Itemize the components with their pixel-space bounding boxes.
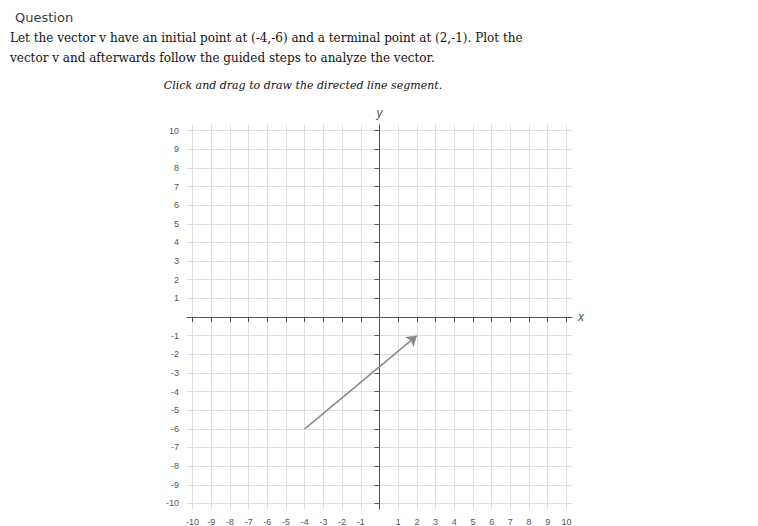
svg-text:-3: -3	[319, 517, 327, 526]
svg-text:1: 1	[396, 517, 401, 526]
svg-text:5: 5	[470, 517, 475, 526]
svg-text:5: 5	[174, 219, 179, 229]
svg-text:8: 8	[174, 163, 179, 173]
svg-text:-10: -10	[186, 517, 199, 526]
svg-text:-8: -8	[226, 517, 234, 526]
svg-text:6: 6	[489, 517, 494, 526]
svg-text:9: 9	[174, 144, 179, 154]
svg-text:Question: Question	[15, 10, 73, 25]
svg-text:7: 7	[174, 182, 179, 192]
svg-text:3: 3	[174, 256, 179, 266]
svg-text:9: 9	[545, 517, 550, 526]
svg-text:-9: -9	[171, 480, 179, 490]
svg-text:-6: -6	[171, 424, 179, 434]
svg-text:-1: -1	[357, 517, 365, 526]
svg-text:10: 10	[169, 126, 179, 136]
svg-text:6: 6	[174, 200, 179, 210]
svg-text:4: 4	[452, 517, 457, 526]
svg-text:-10: -10	[166, 498, 179, 508]
svg-text:2: 2	[414, 517, 419, 526]
svg-text:-7: -7	[245, 517, 253, 526]
svg-text:-2: -2	[338, 517, 346, 526]
svg-text:10: 10	[561, 517, 571, 526]
svg-text:-9: -9	[207, 517, 215, 526]
svg-text:-2: -2	[171, 349, 179, 359]
svg-text:1: 1	[174, 293, 179, 303]
svg-text:vector v and afterwards follow: vector v and afterwards follow the guide…	[9, 51, 435, 65]
svg-text:-5: -5	[171, 405, 179, 415]
svg-text:8: 8	[527, 517, 532, 526]
svg-text:-1: -1	[171, 331, 179, 341]
svg-text:-4: -4	[171, 387, 179, 397]
svg-text:-3: -3	[171, 368, 179, 378]
svg-text:-6: -6	[263, 517, 271, 526]
svg-text:Let the vector v have an initi: Let the vector v have an initial point a…	[10, 31, 523, 45]
svg-text:-7: -7	[171, 442, 179, 452]
svg-text:2: 2	[174, 275, 179, 285]
svg-text:-8: -8	[171, 461, 179, 471]
svg-text:7: 7	[508, 517, 513, 526]
svg-text:-4: -4	[301, 517, 309, 526]
svg-text:4: 4	[174, 237, 179, 247]
svg-text:3: 3	[433, 517, 438, 526]
svg-text:x: x	[577, 310, 585, 324]
svg-text:-5: -5	[282, 517, 290, 526]
svg-text:Click and drag to draw the dir: Click and drag to draw the directed line…	[164, 79, 442, 92]
svg-text:y: y	[376, 106, 384, 120]
